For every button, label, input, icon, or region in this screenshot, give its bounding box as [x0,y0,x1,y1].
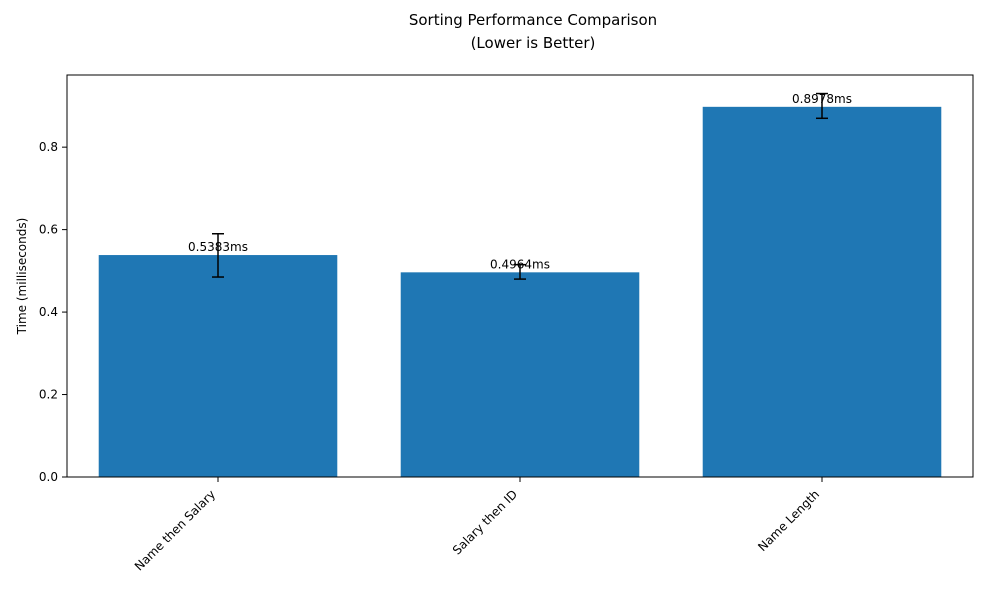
y-tick-label-0: 0.0 [39,470,58,484]
x-tick-label-2: Name Length [755,487,822,554]
data-label-1: 0.4964ms [490,257,550,271]
bar-0 [98,255,338,477]
plot-frame [66,74,974,478]
y-tick-label-3: 0.6 [39,223,58,237]
x-tick-label-1: Salary then ID [450,487,520,557]
bars-group [98,106,942,478]
y-axis: 0.0 0.2 0.4 0.6 0.8 [39,140,67,484]
y-axis-label: Time (milliseconds) [15,218,29,336]
y-tick-label-4: 0.8 [39,140,58,154]
x-axis: Name then Salary Salary then ID Name Lengt… [132,477,823,574]
y-tick-label-1: 0.2 [39,388,58,402]
chart-title-line-2: (Lower is Better) [471,34,596,52]
data-label-2: 0.8978ms [792,92,852,106]
error-bars-group [212,92,828,280]
bar-2 [702,106,942,478]
bar-1 [400,272,640,477]
chart-title-line-1: Sorting Performance Comparison [409,11,657,29]
y-tick-label-2: 0.4 [39,305,58,319]
data-label-0: 0.5383ms [188,240,248,254]
data-labels-group: 0.5383ms 0.4964ms 0.8978ms [188,92,852,272]
x-tick-label-0: Name then Salary [132,487,218,573]
